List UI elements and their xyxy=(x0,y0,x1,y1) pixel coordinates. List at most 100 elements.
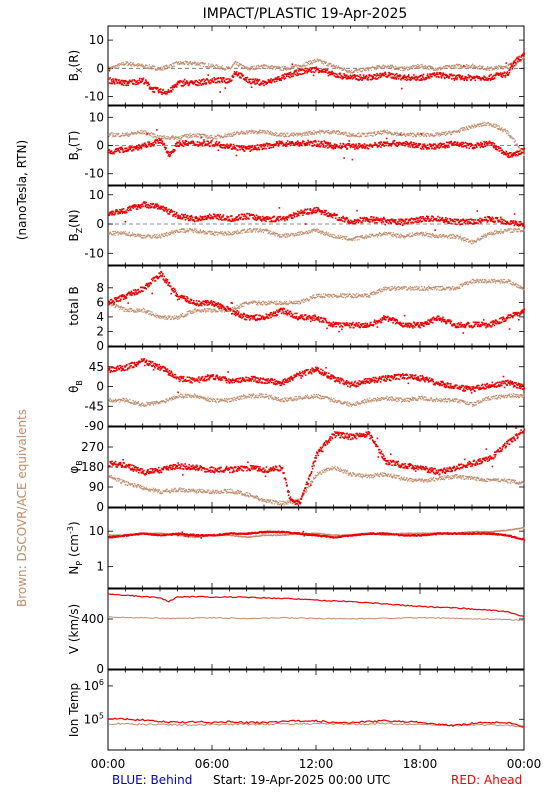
data-point xyxy=(400,236,402,238)
data-point xyxy=(481,142,484,145)
data-point xyxy=(394,234,396,236)
data-point xyxy=(200,219,202,222)
data-point xyxy=(352,146,354,148)
data-point xyxy=(171,232,173,234)
data-point xyxy=(249,78,251,80)
data-point xyxy=(172,135,174,137)
data-point xyxy=(256,82,258,84)
data-point xyxy=(506,67,509,69)
data-point xyxy=(199,65,201,67)
data-point xyxy=(412,235,414,238)
data-point xyxy=(235,73,238,76)
data-point xyxy=(191,80,193,82)
data-point xyxy=(338,130,340,133)
data-point xyxy=(369,134,371,137)
data-point xyxy=(116,148,119,150)
data-point xyxy=(377,67,379,69)
data-point xyxy=(314,59,316,61)
data-point xyxy=(410,132,412,134)
data-point xyxy=(490,142,493,144)
data-point xyxy=(149,206,152,209)
data-point xyxy=(165,206,167,209)
data-point xyxy=(213,215,215,218)
data-point xyxy=(507,130,509,132)
data-point xyxy=(303,135,305,137)
data-point xyxy=(511,68,514,70)
data-point xyxy=(402,235,404,238)
data-point xyxy=(300,65,302,67)
data-point xyxy=(356,69,358,71)
data-point xyxy=(344,238,346,241)
data-point xyxy=(344,68,346,70)
data-point xyxy=(473,240,475,242)
data-point xyxy=(520,56,522,58)
data-point xyxy=(255,146,257,149)
data-point xyxy=(486,143,489,146)
data-point xyxy=(310,132,313,134)
data-point xyxy=(135,147,137,150)
data-point xyxy=(172,231,174,233)
data-point xyxy=(118,150,120,152)
data-point xyxy=(399,133,402,136)
data-point xyxy=(184,230,186,232)
data-point xyxy=(389,233,391,235)
data-point xyxy=(330,131,332,133)
data-point xyxy=(329,132,332,134)
data-point xyxy=(499,232,501,234)
data-point xyxy=(427,68,429,70)
data-point xyxy=(219,213,221,216)
data-point xyxy=(438,236,440,238)
data-point xyxy=(475,240,477,242)
data-point xyxy=(415,234,417,237)
data-point xyxy=(430,73,433,75)
data-point xyxy=(312,74,315,77)
data-point xyxy=(518,146,521,148)
data-point xyxy=(427,133,430,135)
data-point xyxy=(455,131,457,133)
y-tick-label: 10 xyxy=(89,110,104,124)
data-point xyxy=(163,66,165,68)
data-point xyxy=(315,141,317,143)
data-point xyxy=(175,86,178,88)
data-point xyxy=(322,144,325,147)
data-point xyxy=(404,68,406,70)
data-point xyxy=(417,143,420,145)
data-point xyxy=(393,139,396,142)
data-point xyxy=(453,66,455,68)
data-point xyxy=(215,143,217,146)
data-point xyxy=(516,64,518,66)
data-point xyxy=(305,144,307,146)
data-point xyxy=(232,75,235,78)
data-point xyxy=(342,76,345,79)
data-point xyxy=(240,145,243,147)
data-point xyxy=(128,146,131,149)
data-point xyxy=(154,134,156,136)
panel-frame xyxy=(107,185,525,266)
data-point xyxy=(488,67,490,69)
data-point xyxy=(392,232,394,234)
data-point xyxy=(235,217,237,219)
data-point xyxy=(178,63,180,65)
data-point xyxy=(127,150,129,152)
data-point xyxy=(392,73,394,75)
data-point xyxy=(260,64,262,66)
data-point xyxy=(201,217,203,220)
data-point xyxy=(109,152,112,155)
data-point xyxy=(415,135,417,138)
data-point xyxy=(342,69,344,72)
data-point xyxy=(459,129,461,131)
data-point xyxy=(169,67,171,69)
data-point xyxy=(139,146,141,149)
data-point xyxy=(322,60,324,62)
data-point xyxy=(132,62,134,64)
data-point xyxy=(376,131,378,133)
data-point xyxy=(227,216,230,218)
data-point xyxy=(507,154,510,157)
data-point xyxy=(231,74,234,77)
data-point xyxy=(228,146,231,149)
data-point xyxy=(307,63,309,65)
data-point xyxy=(177,63,179,65)
data-point xyxy=(435,73,437,75)
data-point xyxy=(221,233,223,235)
data-point xyxy=(149,86,151,88)
